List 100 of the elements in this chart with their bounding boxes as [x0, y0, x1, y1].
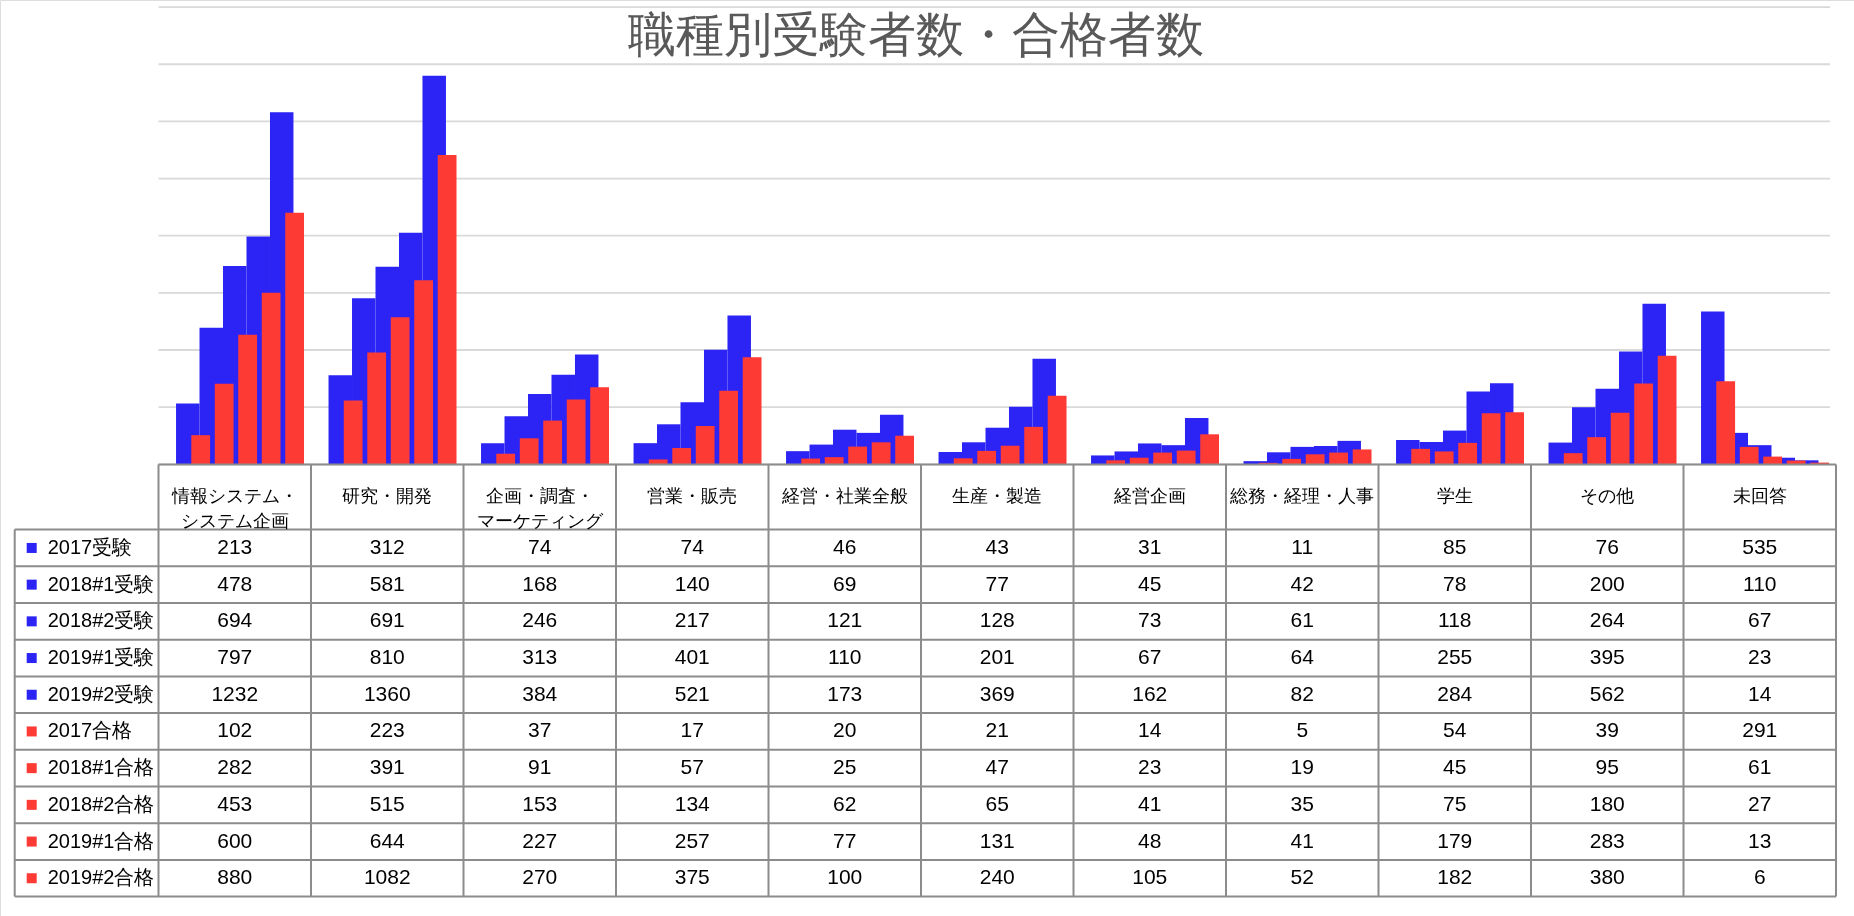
bar [1176, 450, 1196, 465]
bar [1000, 445, 1020, 465]
x-tick-label: 総務・経理・人事 [1229, 486, 1375, 507]
data-label: 217 [674, 608, 710, 632]
data-label: 128 [979, 608, 1015, 632]
bar [437, 155, 457, 465]
data-label: 31 [1138, 534, 1162, 558]
data-label: 1082 [363, 865, 411, 889]
legend-label: 2018#1受験 [47, 572, 155, 595]
data-label: 41 [1138, 791, 1162, 815]
data-label: 64 [1290, 645, 1315, 669]
data-label: 240 [979, 865, 1015, 889]
data-label: 644 [369, 828, 406, 852]
data-label: 45 [1138, 571, 1162, 595]
data-label: 581 [369, 571, 405, 595]
data-label: 110 [828, 645, 862, 669]
data-label: 182 [1437, 865, 1473, 889]
data-label: 69 [833, 571, 857, 595]
data-label: 39 [1595, 718, 1619, 742]
legend-label: 2017合格 [47, 719, 133, 742]
x-tick-label: 経営・社業全般 [780, 486, 908, 507]
data-label: 255 [1437, 645, 1473, 669]
data-label: 384 [522, 681, 558, 705]
data-label: 797 [217, 645, 253, 669]
bar [261, 292, 281, 465]
data-label: 246 [522, 608, 558, 632]
data-label: 284 [1437, 681, 1473, 705]
bar [1129, 457, 1149, 465]
bar [390, 317, 410, 465]
legend-label: 2017受験 [47, 535, 133, 558]
data-label: 168 [522, 571, 558, 595]
data-label: 78 [1443, 571, 1467, 595]
bar [871, 442, 891, 465]
data-label: 14 [1138, 718, 1162, 742]
data-label: 43 [985, 534, 1009, 558]
data-label: 694 [217, 608, 253, 632]
data-label: 223 [369, 718, 405, 742]
bar [590, 387, 610, 465]
bar [895, 435, 915, 465]
data-label: 62 [833, 791, 857, 815]
bar [1434, 451, 1454, 465]
data-label: 17 [680, 718, 704, 742]
data-label: 257 [674, 828, 710, 852]
data-label: 19 [1290, 755, 1314, 779]
data-label: 20 [833, 718, 857, 742]
legend-label: 2018#2受験 [47, 609, 155, 632]
data-label: 282 [217, 755, 253, 779]
chart-title: 職種別受験者数・合格者数 [628, 8, 1204, 61]
data-label: 562 [1589, 681, 1625, 705]
data-label: 65 [985, 791, 1009, 815]
data-label: 521 [674, 681, 710, 705]
x-tick-label: 情報システム・システム企画 [170, 486, 298, 532]
x-tick-label: 未回答 [1732, 486, 1787, 507]
bar [1411, 448, 1431, 465]
bar [1024, 426, 1044, 465]
data-label: 270 [522, 865, 558, 889]
data-label: 118 [1438, 608, 1472, 632]
data-label: 37 [528, 718, 552, 742]
data-label: 162 [1132, 681, 1168, 705]
data-label: 95 [1595, 755, 1619, 779]
data-label: 74 [680, 534, 705, 558]
bar [1563, 453, 1583, 465]
bar [672, 448, 692, 465]
bar [1716, 381, 1736, 465]
data-label: 291 [1742, 718, 1778, 742]
data-label: 102 [217, 718, 253, 742]
data-label: 535 [1742, 534, 1778, 558]
bar [343, 400, 363, 465]
data-label: 25 [833, 755, 857, 779]
data-label: 1360 [363, 681, 411, 705]
data-label: 380 [1589, 865, 1625, 889]
bar [1634, 383, 1654, 465]
data-label: 213 [217, 534, 253, 558]
bar [191, 435, 211, 465]
data-label: 375 [674, 865, 710, 889]
data-label: 810 [369, 645, 405, 669]
bar [742, 357, 762, 465]
data-label: 173 [827, 681, 863, 705]
data-label: 61 [1748, 755, 1772, 779]
bar [1153, 452, 1173, 465]
data-label: 453 [217, 791, 253, 815]
data-label: 140 [674, 571, 710, 595]
legend-label: 2019#2受験 [47, 682, 155, 705]
bar [414, 280, 434, 465]
data-label: 180 [1589, 791, 1625, 815]
bar [1106, 460, 1126, 465]
x-tick-label: 学生 [1436, 486, 1473, 507]
data-label: 85 [1443, 534, 1467, 558]
legend-label: 2019#1受験 [47, 646, 155, 669]
data-label: 121 [827, 608, 863, 632]
data-label: 395 [1589, 645, 1625, 669]
bar [214, 383, 234, 465]
bar [519, 438, 539, 465]
bar [1610, 412, 1630, 465]
bar [1329, 452, 1349, 465]
bar [285, 212, 305, 465]
data-label: 369 [979, 681, 1015, 705]
data-label: 1232 [211, 681, 259, 705]
data-label: 21 [985, 718, 1009, 742]
bar [566, 399, 586, 465]
